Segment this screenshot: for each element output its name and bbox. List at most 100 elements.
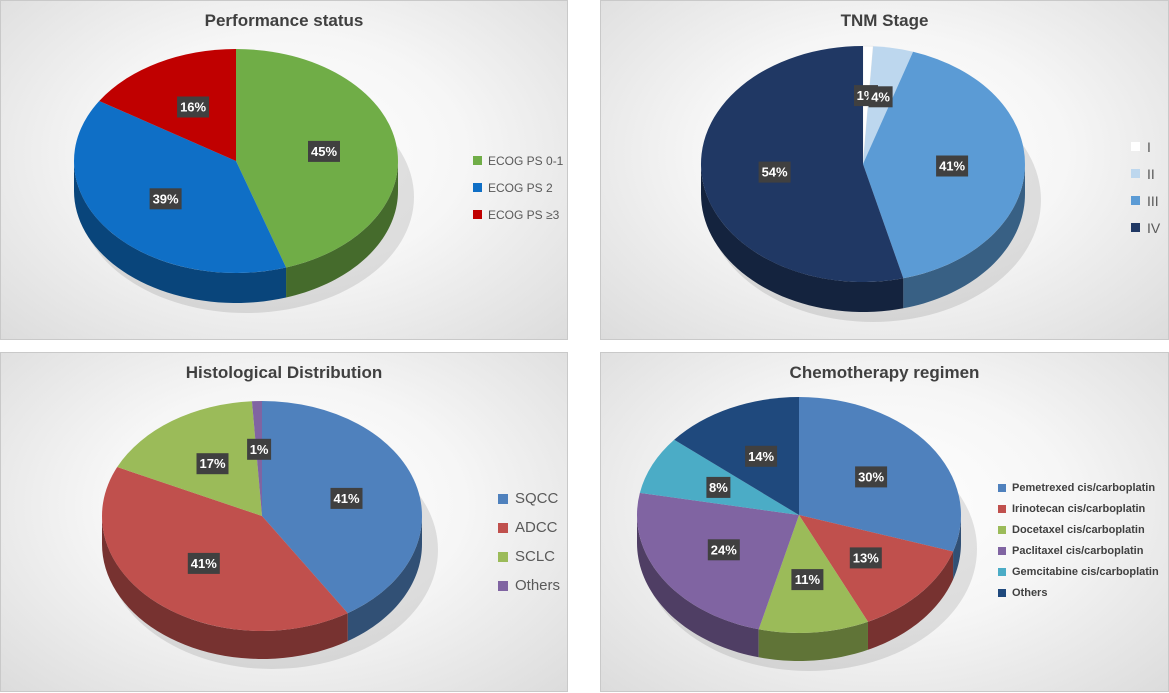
legend-item: Docetaxel cis/carboplatin <box>998 519 1159 540</box>
legend-label: SQCC <box>515 490 559 507</box>
slice-2 <box>117 401 262 516</box>
legend-swatch <box>498 551 508 562</box>
legend-swatch <box>998 504 1006 513</box>
legend-item: Others <box>998 582 1159 603</box>
legend-swatch <box>998 483 1006 492</box>
data-label-box <box>758 161 791 183</box>
legend-label: I <box>1147 138 1151 155</box>
slice-3 <box>700 45 904 282</box>
data-label: 1% <box>250 442 269 457</box>
legend-swatch <box>998 525 1006 534</box>
pie-chart-histological-distribution: 41% 41% 17% 1% <box>102 401 438 669</box>
slice-side-2 <box>758 621 868 661</box>
slice-side-0 <box>953 515 961 580</box>
legend-item: Irinotecan cis/carboplatin <box>998 498 1159 519</box>
slice-2 <box>99 49 236 161</box>
slice-side-0 <box>347 516 422 642</box>
data-label-box <box>330 487 363 509</box>
data-label: 8% <box>709 480 728 495</box>
data-label: 30% <box>858 469 884 484</box>
slice-1 <box>74 100 287 274</box>
data-label-box <box>706 476 731 498</box>
slice-side-1 <box>867 551 954 650</box>
data-label: 13% <box>853 550 879 565</box>
legend: I II III IV <box>1131 133 1160 241</box>
legend-label: Paclitaxel cis/carboplatin <box>1012 544 1144 557</box>
data-label: 39% <box>153 191 179 206</box>
legend-label: ECOG PS 2 <box>488 180 553 195</box>
legend-swatch <box>498 493 508 504</box>
chart-title: Performance status <box>204 11 364 30</box>
data-label-box <box>868 86 893 108</box>
legend-item: ECOG PS ≥3 <box>473 201 563 228</box>
legend: ECOG PS 0-1 ECOG PS 2 ECOG PS ≥3 <box>473 147 563 228</box>
legend-item: Gemcitabine cis/carboplatin <box>998 561 1159 582</box>
data-label: 4% <box>871 89 890 104</box>
legend-label: SCLC <box>515 548 556 565</box>
legend: SQCC ADCC SCLC Others <box>498 484 560 600</box>
data-label: 41% <box>333 491 359 506</box>
legend-swatch <box>1131 142 1140 151</box>
legend-item: ECOG PS 2 <box>473 174 563 201</box>
data-label-box <box>855 466 888 488</box>
legend-swatch <box>473 210 482 219</box>
data-label: 24% <box>711 542 737 557</box>
legend-item: ECOG PS 0-1 <box>473 147 563 174</box>
data-label-box <box>745 445 778 467</box>
chart-title: Chemotherapy regimen <box>789 363 980 382</box>
legend-label: ECOG PS ≥3 <box>488 207 560 222</box>
data-label-box <box>247 438 272 460</box>
legend-swatch <box>998 567 1006 576</box>
legend-swatch <box>1131 196 1140 205</box>
slice-side-2 <box>903 164 1025 309</box>
data-label-box <box>187 552 220 574</box>
legend-swatch <box>498 580 508 591</box>
pie-chart-chemotherapy-regimen: 30% 13% 11% 24% 8% 14% <box>637 397 977 671</box>
legend-label: Irinotecan cis/carboplatin <box>1012 502 1146 515</box>
legend-item: SCLC <box>498 542 560 571</box>
data-label-box <box>196 453 229 475</box>
data-label-box <box>707 539 740 561</box>
chart-panel-tnm-stage: TNM Stage 1% 4% 41% 54% I II III IV <box>600 0 1169 340</box>
chart-panel-performance-status: Performance status 45% 39% 16% ECOG PS 0-1… <box>0 0 568 340</box>
data-label: 16% <box>180 100 206 115</box>
legend-item: III <box>1131 187 1160 214</box>
data-label: 11% <box>795 572 821 587</box>
chart-panel-chemotherapy-regimen: Chemotherapy regimen 30% 13% 11% 24% 8% 14% P… <box>600 352 1169 692</box>
slice-side-3 <box>701 164 904 312</box>
chart-title: TNM Stage <box>840 11 929 30</box>
slice-side-0 <box>286 161 398 298</box>
chart-panel-histological-distribution: Histological Distribution 41% 41% 17% 1% SQ… <box>0 352 568 692</box>
slice-3 <box>637 492 799 630</box>
data-label-box <box>936 155 969 177</box>
legend-item: Pemetrexed cis/carboplatin <box>998 477 1159 498</box>
legend-swatch <box>473 156 482 165</box>
legend-swatch <box>998 546 1006 555</box>
legend-item: Paclitaxel cis/carboplatin <box>998 540 1159 561</box>
legend-label: ADCC <box>515 519 558 536</box>
legend-swatch <box>1131 169 1140 178</box>
slice-1 <box>102 467 348 631</box>
data-label: 41% <box>191 556 217 571</box>
data-label-box <box>791 569 824 591</box>
legend-item: IV <box>1131 214 1160 241</box>
data-label-box <box>849 547 882 569</box>
legend-label: ECOG PS 0-1 <box>488 153 564 168</box>
legend-swatch <box>498 522 508 533</box>
legend-item: II <box>1131 160 1160 187</box>
pie-chart-performance-status: 45% 39% 16% <box>74 49 414 313</box>
slice-side-1 <box>74 161 287 303</box>
legend-item: I <box>1131 133 1160 160</box>
chart-title: Histological Distribution <box>185 363 383 382</box>
slice-5 <box>674 397 799 515</box>
data-label: 54% <box>762 165 788 180</box>
legend-label: Others <box>1012 586 1048 599</box>
data-label: 14% <box>748 449 774 464</box>
legend-label: II <box>1147 165 1155 182</box>
data-label: 17% <box>199 456 225 471</box>
legend-item: ADCC <box>498 513 560 542</box>
legend-label: Docetaxel cis/carboplatin <box>1012 523 1145 536</box>
legend-swatch <box>473 183 482 192</box>
data-label: 45% <box>311 144 337 159</box>
data-label-box <box>308 140 340 162</box>
